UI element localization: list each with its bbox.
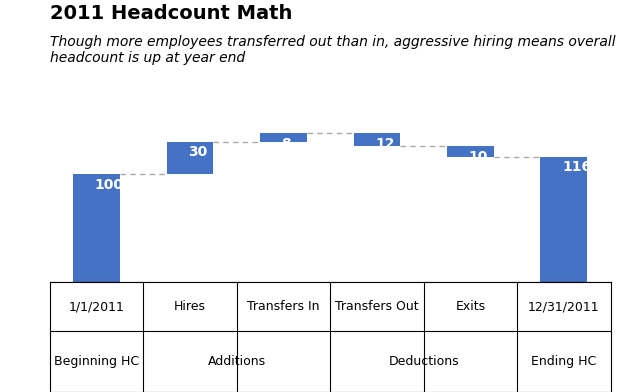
Bar xyxy=(74,174,120,282)
Bar xyxy=(260,133,307,142)
Text: 30: 30 xyxy=(188,145,207,159)
Text: 12: 12 xyxy=(375,137,394,151)
Text: Transfers In: Transfers In xyxy=(247,300,320,313)
Text: Though more employees transferred out than in, aggressive hiring means overall
h: Though more employees transferred out th… xyxy=(50,35,616,65)
Text: 10: 10 xyxy=(468,150,488,163)
Text: Transfers Out: Transfers Out xyxy=(335,300,419,313)
Text: 2011 Headcount Math: 2011 Headcount Math xyxy=(50,4,292,23)
Text: Additions: Additions xyxy=(207,355,266,368)
Bar xyxy=(447,147,493,157)
Bar xyxy=(540,157,587,282)
Text: Ending HC: Ending HC xyxy=(531,355,596,368)
Text: 12/31/2011: 12/31/2011 xyxy=(528,300,599,313)
Bar xyxy=(353,133,400,146)
Text: 1/1/2011: 1/1/2011 xyxy=(69,300,125,313)
Text: Hires: Hires xyxy=(174,300,206,313)
Text: 100: 100 xyxy=(95,178,124,192)
Text: Exits: Exits xyxy=(455,300,485,313)
Text: Deductions: Deductions xyxy=(388,355,459,368)
Text: 116: 116 xyxy=(562,160,591,174)
Text: Beginning HC: Beginning HC xyxy=(54,355,139,368)
Text: 8: 8 xyxy=(282,137,292,151)
Bar xyxy=(166,142,213,174)
